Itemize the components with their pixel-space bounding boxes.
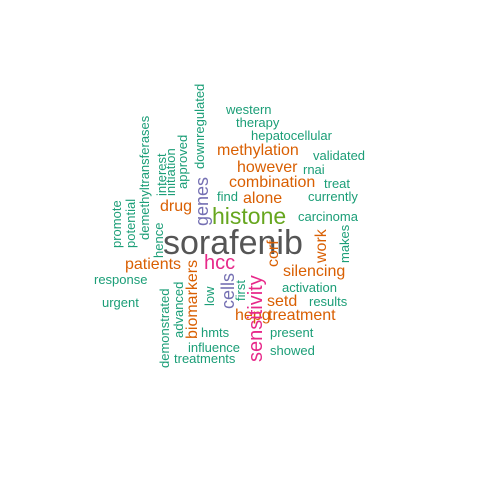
word-alone: alone: [243, 190, 283, 207]
word-treatment: treatment: [268, 307, 336, 324]
word-drug: drug: [160, 198, 193, 215]
word-present: present: [270, 325, 314, 340]
word-western: western: [226, 102, 272, 117]
word-response: response: [94, 272, 148, 287]
word-advanced: advanced: [171, 281, 186, 338]
word-approved: approved: [175, 134, 190, 189]
word-combination: combination: [229, 174, 316, 191]
word-therapy: therapy: [236, 115, 280, 130]
word-activation: activation: [282, 280, 337, 295]
word-validated: validated: [313, 148, 366, 163]
word-hcc: hcc: [204, 252, 236, 274]
word-hepg: hepg: [235, 307, 271, 324]
word-promote: promote: [109, 200, 124, 248]
word-showed: showed: [270, 343, 315, 358]
word-treatments: treatments: [174, 351, 236, 366]
word-silencing: silencing: [283, 263, 346, 280]
word-hepatocellular: hepatocellular: [251, 128, 332, 143]
word-urgent: urgent: [102, 295, 139, 310]
word-makes: makes: [337, 224, 352, 263]
word-carcinoma: carcinoma: [298, 209, 358, 224]
word-rnai: rnai: [303, 162, 325, 177]
word-hmts: hmts: [201, 325, 230, 340]
word-find: find: [217, 189, 238, 204]
word-potential: potential: [123, 198, 138, 248]
word-however: however: [237, 159, 298, 176]
word-currently: currently: [308, 189, 358, 204]
word-setd: setd: [267, 293, 298, 310]
word-results: results: [309, 294, 348, 309]
word-genes: genes: [192, 176, 212, 226]
word-treat: treat: [324, 176, 351, 191]
word-first: first: [233, 280, 248, 301]
word-low: low: [202, 286, 217, 306]
word-downregulated: downregulated: [192, 83, 207, 169]
word-demonstrated: demonstrated: [157, 288, 172, 369]
word-patients: patients: [125, 256, 182, 273]
word-biomarkers: biomarkers: [184, 259, 201, 339]
word-work: work: [313, 229, 330, 263]
word-hence: hence: [151, 222, 166, 258]
word-methylation: methylation: [217, 142, 299, 159]
word-influence: influence: [188, 340, 241, 355]
word-corf: corf: [265, 240, 282, 267]
word-sorafenib: sorafenib: [163, 224, 303, 262]
word-sensitivity: sensitivity: [245, 275, 267, 362]
word-histone: histone: [212, 203, 287, 229]
word-demethyltransferases: demethyltransferases: [137, 115, 152, 240]
